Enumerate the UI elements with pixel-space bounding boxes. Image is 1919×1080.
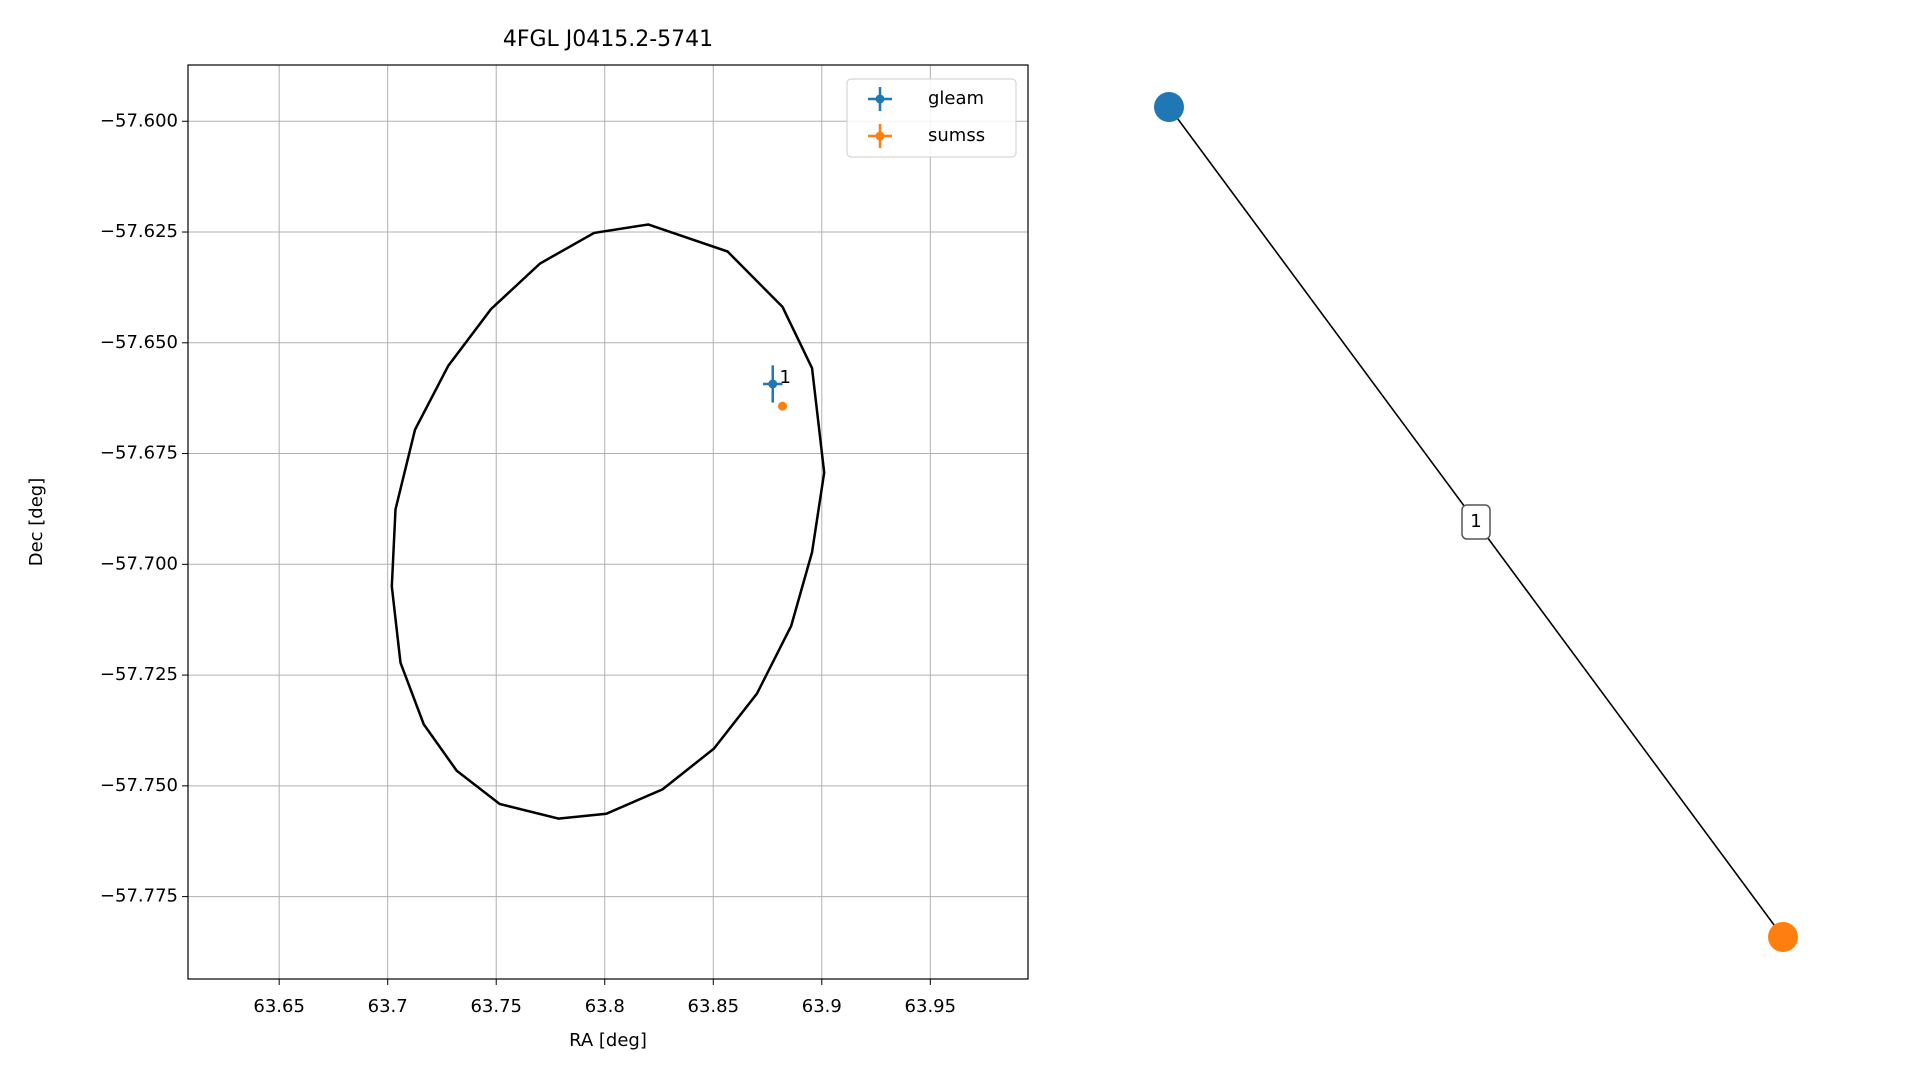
y-tick-label: −57.600	[100, 110, 178, 131]
y-tick-label: −57.725	[100, 664, 178, 685]
x-tick-label: 63.9	[802, 996, 842, 1017]
edge-label: 1	[1470, 511, 1481, 532]
y-tick-label: −57.775	[100, 886, 178, 907]
node	[1768, 922, 1798, 952]
y-tick-label: −57.625	[100, 221, 178, 242]
legend-label: gleam	[928, 88, 984, 109]
x-tick-label: 63.75	[470, 996, 522, 1017]
legend-label: sumss	[928, 125, 985, 146]
x-tick-label: 63.65	[253, 996, 305, 1017]
point	[768, 379, 778, 389]
x-tick-label: 63.95	[905, 996, 957, 1017]
y-tick-label: −57.675	[100, 443, 178, 464]
y-tick-label: −57.650	[100, 332, 178, 353]
legend-marker	[875, 94, 885, 104]
x-tick-label: 63.7	[368, 996, 408, 1017]
x-axis-label: RA [deg]	[569, 1030, 647, 1051]
y-tick-label: −57.700	[100, 553, 178, 574]
annotation: 1	[779, 367, 790, 388]
point	[778, 401, 788, 411]
plot-frame	[187, 64, 1029, 980]
node	[1154, 92, 1184, 122]
x-tick-label: 63.8	[585, 996, 625, 1017]
x-tick-label: 63.85	[688, 996, 740, 1017]
edge-label-box	[1461, 504, 1491, 540]
legend-marker	[875, 131, 885, 141]
y-tick-label: −57.750	[100, 775, 178, 796]
y-axis-label: Dec [deg]	[26, 478, 47, 567]
ellipse	[390, 223, 826, 820]
chart-title: 4FGL J0415.2-5741	[503, 27, 713, 52]
